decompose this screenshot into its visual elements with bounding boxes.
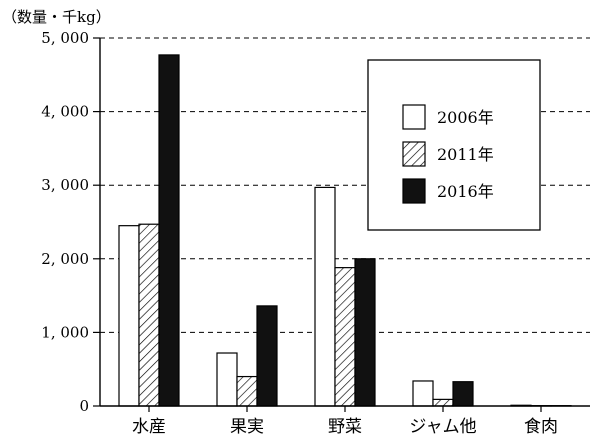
- x-category-label: 野菜: [328, 417, 362, 437]
- x-axis-labels: 水産 果実 野菜 ジャム他 食肉: [132, 406, 558, 437]
- x-category-label: ジャム他: [409, 417, 476, 437]
- bar-2-1: [334, 267, 356, 407]
- x-category-label: 食肉: [524, 417, 558, 437]
- bar-2-0: [314, 186, 336, 407]
- bar-3-2: [452, 381, 474, 407]
- x-category-label: 果実: [230, 417, 264, 437]
- x-category-label: 水産: [132, 417, 166, 437]
- y-tick-label: 2, 000: [41, 250, 89, 268]
- y-tick-label: 5, 000: [41, 29, 89, 47]
- y-tick-label: 3, 000: [41, 176, 89, 194]
- y-axis-unit-label: （数量・千kg）: [2, 8, 111, 26]
- bar-0-2: [158, 54, 180, 407]
- bar-0-1: [138, 223, 160, 407]
- legend-swatch: [402, 141, 426, 167]
- legend: 2006年 2011年 2016年: [367, 59, 541, 231]
- y-tick-label: 0: [79, 397, 89, 415]
- bar-3-1: [432, 398, 454, 407]
- y-tick-label: 1, 000: [41, 323, 89, 341]
- bar-2-2: [354, 258, 376, 407]
- legend-label: 2006年: [437, 108, 494, 127]
- y-tick-label: 4, 000: [41, 103, 89, 121]
- legend-label: 2011年: [437, 145, 494, 164]
- y-axis-ticks: 0 1, 000 2, 000 3, 000 4, 000 5, 000: [41, 29, 100, 415]
- bar-1-1: [236, 375, 258, 407]
- legend-label: 2016年: [437, 182, 494, 201]
- legend-swatch: [402, 104, 426, 130]
- bar-0-0: [118, 225, 140, 407]
- bar-1-2: [256, 305, 278, 407]
- legend-swatch: [402, 178, 426, 204]
- bar-3-0: [412, 380, 434, 407]
- bar-1-0: [216, 352, 238, 407]
- legend-box: [367, 59, 541, 231]
